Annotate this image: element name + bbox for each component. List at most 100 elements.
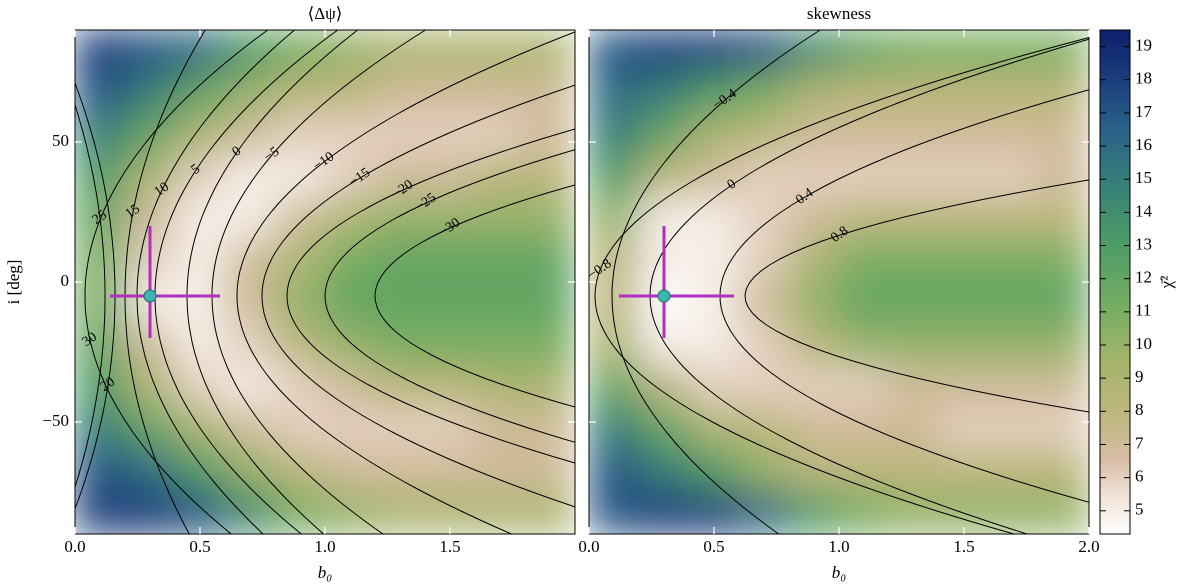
y-tick-label: 0 [61, 271, 70, 290]
heatmap-cell [524, 365, 575, 409]
heatmap-cell [75, 323, 126, 367]
heatmap [589, 30, 1089, 534]
heatmap-cell [788, 365, 840, 409]
heatmap-cell [75, 71, 126, 115]
contour-line [649, 38, 1089, 534]
colorbar-tick-label: 12 [1135, 268, 1152, 287]
heatmap-cell [324, 281, 376, 325]
heatmap-cell [838, 323, 890, 367]
heatmap-cell [1038, 449, 1089, 493]
heatmap-cell [988, 197, 1040, 241]
heatmap-cell [274, 30, 326, 73]
heatmap-cell [1038, 197, 1089, 241]
heatmap-cell [638, 155, 690, 199]
heatmap-cell [374, 407, 426, 451]
heatmap-cell [888, 449, 940, 493]
contour-line [75, 103, 106, 489]
heatmap-cell [274, 323, 326, 367]
heatmap-cell [474, 323, 526, 367]
heatmap-cell [524, 281, 575, 325]
colorbar-label: χ̄² [1157, 276, 1176, 290]
heatmap-cell [888, 365, 940, 409]
heatmap-cell [738, 155, 790, 199]
colorbar-tick-label: 7 [1135, 433, 1144, 452]
contour-line [611, 30, 822, 534]
heatmap [75, 30, 575, 534]
heatmap-cell [1038, 155, 1089, 199]
colorbar-tick-label: 10 [1135, 334, 1152, 353]
colorbar-tick-label: 9 [1135, 367, 1144, 386]
heatmap-cell [1038, 113, 1089, 157]
contour-line [154, 30, 339, 534]
heatmap-cell [174, 365, 226, 409]
heatmap-cell [75, 155, 126, 199]
heatmap-cell [224, 365, 276, 409]
heatmap-cell [1038, 71, 1089, 115]
colorbar-tick-label: 17 [1135, 102, 1153, 121]
plot-area [589, 30, 1089, 534]
heatmap-cell [374, 365, 426, 409]
heatmap-cell [124, 30, 176, 73]
heatmap-cell [174, 197, 226, 241]
heatmap-cell [788, 407, 840, 451]
heatmap-cell [988, 491, 1040, 534]
heatmap-cell [524, 239, 575, 283]
panel-title: skewness [807, 4, 871, 23]
heatmap-cell [888, 239, 940, 283]
heatmap-cell [988, 30, 1040, 73]
colorbar-tick-label: 14 [1135, 201, 1153, 220]
heatmap-cell [474, 30, 526, 73]
heatmap-cell [838, 365, 890, 409]
heatmap-cell [589, 30, 640, 73]
heatmap-cell [638, 491, 690, 534]
colorbar-tick-label: 8 [1135, 400, 1144, 419]
heatmap-cell [324, 71, 376, 115]
heatmap-cell [988, 323, 1040, 367]
x-axis-label: b₀ [318, 563, 333, 582]
heatmap-cell [788, 113, 840, 157]
heatmap-cell [938, 239, 990, 283]
heatmap-cell [738, 30, 790, 73]
heatmap-cell [638, 365, 690, 409]
heatmap-cell [424, 365, 476, 409]
heatmap-cell [524, 449, 575, 493]
heatmap-cell [274, 71, 326, 115]
heatmap-cell [174, 239, 226, 283]
heatmap-cell [474, 113, 526, 157]
heatmap-cell [474, 449, 526, 493]
heatmap-cell [838, 491, 890, 534]
heatmap-cell [688, 281, 740, 325]
heatmap-cell [274, 197, 326, 241]
heatmap-cell [638, 30, 690, 73]
heatmap-cell [738, 323, 790, 367]
heatmap-cell [988, 155, 1040, 199]
heatmap-cell [788, 239, 840, 283]
heatmap-cell [788, 30, 840, 73]
heatmap-cell [474, 365, 526, 409]
heatmap-cell [838, 113, 890, 157]
heatmap-cell [174, 71, 226, 115]
heatmap-cell [324, 155, 376, 199]
heatmap-cell [589, 449, 640, 493]
heatmap-cell [424, 239, 476, 283]
heatmap-cell [589, 407, 640, 451]
contour-line [211, 30, 427, 534]
heatmap-cell [374, 197, 426, 241]
heatmap-cell [174, 491, 226, 534]
heatmap-cell [424, 323, 476, 367]
heatmap-cell [638, 71, 690, 115]
heatmap-cell [324, 407, 376, 451]
heatmap-cell [424, 491, 476, 534]
x-tick-label: 2.0 [1078, 537, 1099, 556]
contour-line [236, 31, 575, 534]
heatmap-cell [174, 113, 226, 157]
heatmap-cell [988, 113, 1040, 157]
heatmap-cell [888, 323, 940, 367]
heatmap-cell [324, 239, 376, 283]
heatmap-cell [1038, 365, 1089, 409]
x-tick-label: 0.5 [189, 537, 210, 556]
heatmap-cell [888, 71, 940, 115]
heatmap-cell [738, 407, 790, 451]
panel-title: ⟨Δψ⟩ [308, 4, 343, 23]
